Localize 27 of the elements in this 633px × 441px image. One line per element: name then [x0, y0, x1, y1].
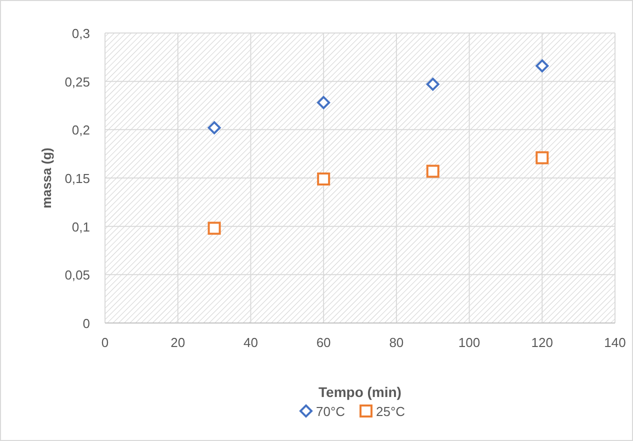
y-tick-label: 0,15 — [64, 171, 90, 186]
x-tick-label: 20 — [170, 335, 186, 350]
x-axis-title: Tempo (min) — [318, 384, 402, 400]
y-tick-label: 0,2 — [72, 122, 90, 138]
x-tick-label: 120 — [531, 335, 553, 350]
point — [208, 222, 221, 235]
legend-label: 70°C — [316, 404, 346, 419]
y-tick-label: 0,1 — [72, 219, 90, 234]
x-tick-label: 80 — [389, 335, 404, 350]
y-tick-label: 0,25 — [64, 74, 90, 90]
x-tick-label: 0 — [101, 335, 109, 350]
x-tick-label: 40 — [243, 335, 258, 350]
point — [426, 164, 440, 178]
y-axis-title: massa (g) — [39, 148, 54, 208]
point — [426, 78, 440, 91]
point — [536, 59, 549, 72]
x-tick-label: 140 — [604, 335, 626, 350]
point — [536, 151, 549, 164]
y-tick-label: 0,05 — [64, 268, 90, 283]
legend-label: 25°C — [376, 404, 406, 419]
point — [317, 96, 330, 110]
x-tick-label: 100 — [458, 335, 480, 350]
point — [317, 172, 330, 186]
y-tick-label: 0 — [82, 316, 90, 331]
point — [208, 121, 221, 134]
y-tick-label: 0,3 — [72, 26, 90, 41]
x-tick-label: 60 — [316, 335, 331, 350]
